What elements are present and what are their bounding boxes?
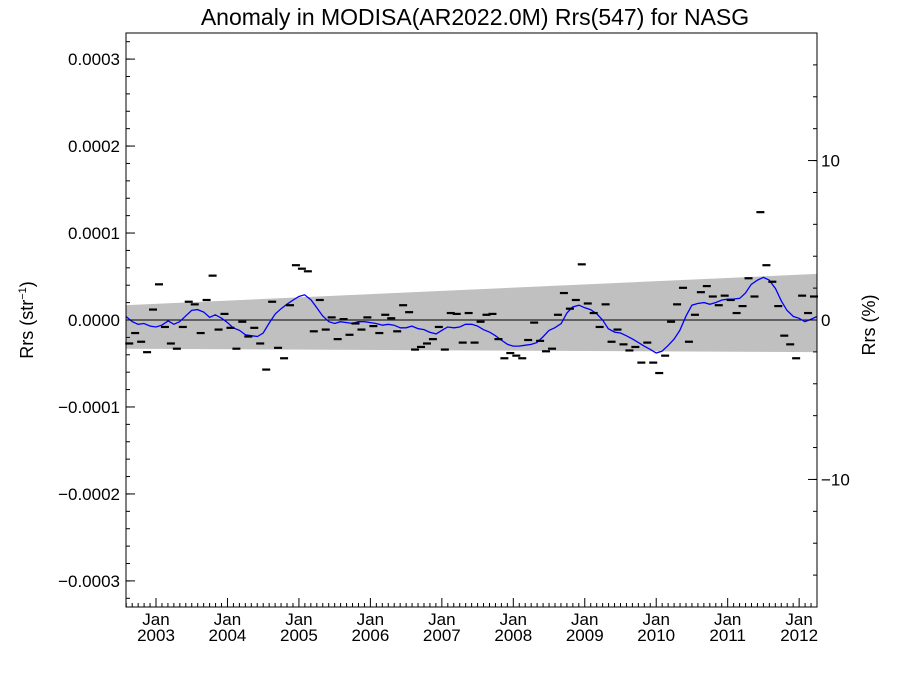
y-tick-label: 0.0000 bbox=[68, 311, 120, 330]
x-tick-month: Jan bbox=[214, 610, 241, 629]
x-tick-month: Jan bbox=[500, 610, 527, 629]
y-tick-label: 0.0003 bbox=[68, 50, 120, 69]
x-tick-month: Jan bbox=[571, 610, 598, 629]
y-tick-label: 0.0002 bbox=[68, 137, 120, 156]
x-tick-month: Jan bbox=[714, 610, 741, 629]
x-tick-year: 2006 bbox=[351, 626, 389, 645]
smoothed-anomaly-line bbox=[125, 276, 818, 354]
y-right-tick-label: −10 bbox=[821, 470, 850, 489]
y-right-tick-label: 10 bbox=[821, 152, 840, 171]
y-axis-left: 0.0003 0.0002 0.0001 0.0000 −0.0001 −0.0002 −0… bbox=[58, 41, 135, 599]
y-axis-label-right: Rrs (%) bbox=[859, 295, 879, 356]
chart-title: Anomaly in MODISA(AR2022.0M) Rrs(547) fo… bbox=[201, 4, 749, 30]
y-right-tick-label: 0 bbox=[821, 311, 830, 330]
y-axis-label-left: Rrs (str−1) bbox=[17, 281, 37, 359]
x-tick-year: 2005 bbox=[280, 626, 318, 645]
y-tick-label: −0.0001 bbox=[58, 398, 120, 417]
x-tick-year: 2008 bbox=[494, 626, 532, 645]
x-tick-year: 2010 bbox=[637, 626, 675, 645]
y-tick-label: −0.0002 bbox=[58, 485, 120, 504]
x-axis: Jan2003Jan2004Jan2005Jan2006Jan2007Jan20… bbox=[125, 598, 818, 645]
x-tick-month: Jan bbox=[785, 610, 812, 629]
x-tick-year: 2003 bbox=[137, 626, 175, 645]
y-tick-label: 0.0001 bbox=[68, 224, 120, 243]
x-tick-month: Jan bbox=[285, 610, 312, 629]
y-tick-label: −0.0003 bbox=[58, 572, 120, 591]
x-tick-month: Jan bbox=[428, 610, 455, 629]
y-axis-right: 10 0 −10 bbox=[808, 32, 850, 608]
x-tick-year: 2009 bbox=[566, 626, 604, 645]
x-tick-month: Jan bbox=[643, 610, 670, 629]
x-tick-year: 2012 bbox=[780, 626, 818, 645]
x-tick-year: 2004 bbox=[209, 626, 247, 645]
x-tick-year: 2011 bbox=[709, 626, 746, 645]
smooth-line-layer bbox=[125, 276, 818, 354]
x-tick-month: Jan bbox=[357, 610, 384, 629]
x-tick-month: Jan bbox=[142, 610, 169, 629]
x-tick-year: 2007 bbox=[423, 626, 461, 645]
